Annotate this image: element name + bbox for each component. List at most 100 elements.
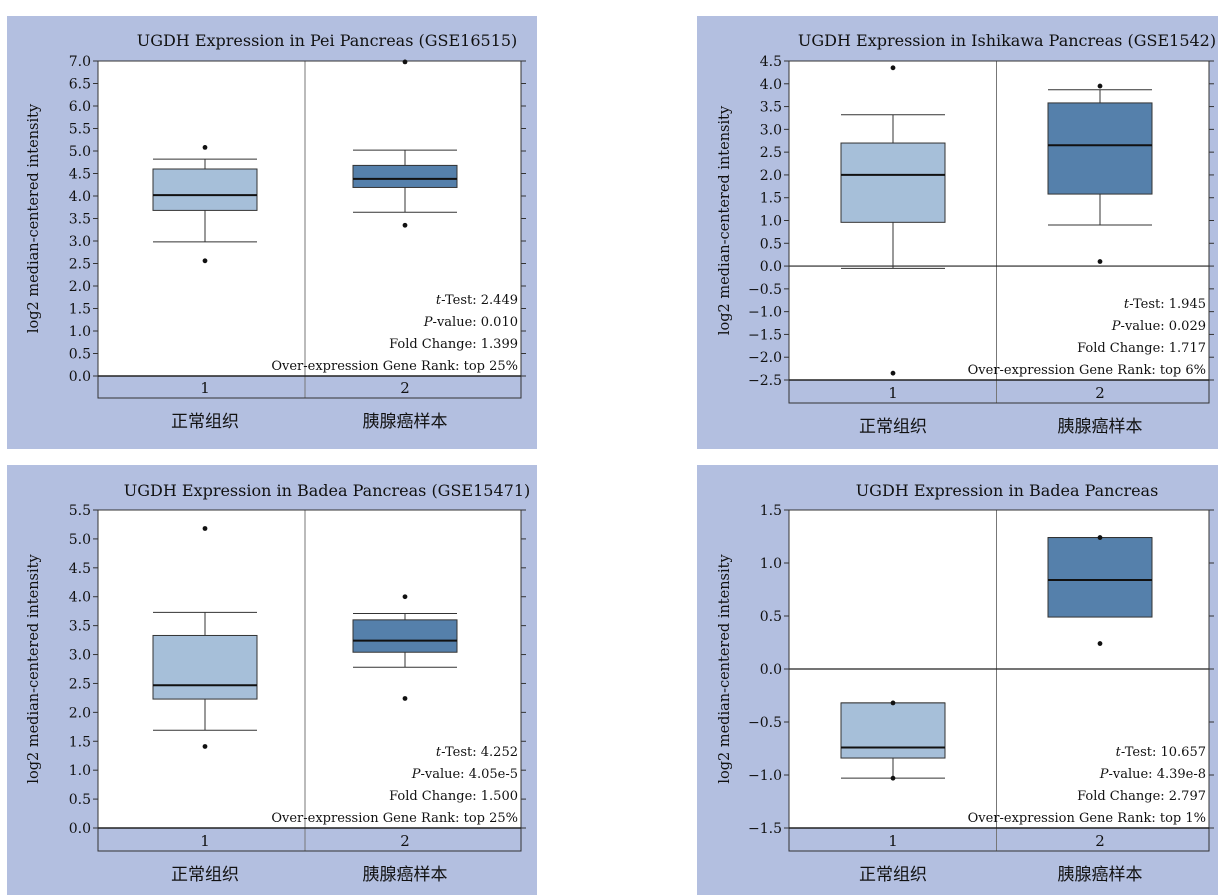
box-2 [1047,535,1153,646]
stat-t-test: t-Test: 2.449 [436,293,518,308]
box-1 [840,65,946,376]
y-tick-label: 1.5 [760,503,782,519]
outlier-point [202,526,208,531]
y-tick-label: 1.0 [760,214,782,230]
chart-svg: −2.5 −2.0 −1.5 −1.0 −0.5 0.0 0.5 1.0 1.5 2.0 2.5 3.… [717,31,1216,437]
y-tick-label: 4.5 [69,167,91,183]
stat-fold-change: Fold Change: 1.717 [1077,341,1206,356]
y-tick-label: 7.0 [69,54,91,70]
y-tick-label: 4.5 [69,561,91,577]
outlier-point [402,594,408,600]
y-tick-label: 3.5 [69,212,91,228]
box-2 [352,59,458,228]
y-axis-label: log2 median-centered intensity [26,103,42,333]
y-tick-label: −1.0 [748,768,782,784]
y-tick-label: 0.5 [69,347,91,363]
outlier-point [1097,83,1103,89]
outlier-point [202,744,208,749]
y-tick-label: 1.5 [760,191,782,207]
group-number: 2 [1095,832,1105,850]
y-tick-label: 3.5 [69,619,91,635]
stat-fold-change: Fold Change: 2.797 [1077,789,1206,804]
plot-area [98,61,521,398]
category-label: 胰腺癌样本 [1058,417,1143,437]
y-tick-label: 0.0 [760,259,782,275]
chart-panel-badea: −1.5 −1.0 −0.5 0.0 0.5 1.0 1.5 UGDH Expression … [697,465,1218,895]
chart-panel-pei: 0.0 0.5 1.0 1.5 2.0 2.5 3.0 3.5 4.0 4.5 5.0 5.5 6.0 6… [7,16,537,449]
y-tick-label: 1.5 [69,734,91,750]
chart-svg: 0.0 0.5 1.0 1.5 2.0 2.5 3.0 3.5 4.0 4.5 5.0 5.5 6.0 6… [26,31,526,432]
box-2 [1047,83,1153,264]
category-band [98,376,521,398]
y-tick-label: 0.0 [760,662,782,678]
group-number: 1 [888,384,898,402]
stat-p-value: P-value: 4.39e-8 [1099,767,1206,782]
y-tick-label: 4.0 [69,189,91,205]
y-tick-label: 3.5 [760,100,782,116]
y-tick-label: 6.5 [69,77,91,93]
stat-gene-rank: Over-expression Gene Rank: top 1% [968,811,1206,826]
plot-frame [788,509,1210,852]
stat-p-value: P-value: 0.010 [423,315,518,330]
y-tick-label: 1.0 [760,556,782,572]
group-number: 2 [400,832,410,850]
outlier-point [402,222,408,228]
box-iqr [152,168,258,211]
y-tick-label: −0.5 [748,282,782,298]
box-iqr [840,702,946,759]
y-tick-label: 4.0 [760,77,782,93]
outlier-point [202,145,208,150]
category-label: 胰腺癌样本 [363,412,448,432]
chart-title: UGDH Expression in Pei Pancreas (GSE1651… [137,31,518,50]
y-tick-label: 6.0 [69,99,91,115]
box-iqr [840,142,946,223]
outlier-point [1097,259,1103,264]
y-axis-label: log2 median-centered intensity [717,554,733,784]
stat-gene-rank: Over-expression Gene Rank: top 25% [271,359,518,374]
chart-svg: −1.5 −1.0 −0.5 0.0 0.5 1.0 1.5 UGDH Expression … [717,481,1214,885]
box-1 [152,526,258,749]
category-label: 正常组织 [859,417,927,437]
box-iqr [352,164,458,188]
stat-p-value: P-value: 0.029 [1111,319,1206,334]
y-tick-label: −1.5 [748,327,782,343]
y-tick-label: 5.0 [69,532,91,548]
y-tick-label: −1.0 [748,305,782,321]
y-tick-label: 2.5 [760,145,782,161]
category-label: 正常组织 [171,865,239,885]
category-label: 胰腺癌样本 [363,865,448,885]
box-iqr [1047,102,1153,195]
stat-p-value: P-value: 4.05e-5 [411,767,518,782]
box-1 [840,700,946,781]
outlier-point [1097,641,1103,646]
category-band [789,380,1209,403]
chart-svg: 0.0 0.5 1.0 1.5 2.0 2.5 3.0 3.5 4.0 4.5 5.0 5.5 UGDH… [26,481,530,885]
outlier-point [1097,535,1103,540]
box-2 [352,594,458,701]
y-axis-label: log2 median-centered intensity [717,105,733,335]
y-tick-label: −2.5 [748,373,782,389]
group-number: 2 [1095,384,1105,402]
y-tick-label: 0.5 [760,236,782,252]
plot-frame [97,60,522,399]
chart-panel-badea-gse15471: 0.0 0.5 1.0 1.5 2.0 2.5 3.0 3.5 4.0 4.5 5.0 5.5 UGDH… [7,465,537,895]
y-tick-label: −0.5 [748,715,782,731]
box-iqr [152,634,258,700]
plot-frame [788,60,1210,404]
group-number: 1 [200,832,210,850]
y-tick-label: 2.0 [69,705,91,721]
category-label: 胰腺癌样本 [1058,865,1143,885]
y-tick-label: 3.0 [69,234,91,250]
box-iqr [1047,537,1153,618]
category-label: 正常组织 [859,865,927,885]
category-band [789,828,1209,851]
stat-t-test: t-Test: 1.945 [1124,297,1206,312]
stat-fold-change: Fold Change: 1.500 [389,789,518,804]
chart-title: UGDH Expression in Badea Pancreas [856,481,1159,500]
category-band [98,828,521,851]
y-tick-label: 0.5 [760,609,782,625]
y-axis-label: log2 median-centered intensity [26,554,42,784]
outlier-point [202,258,208,264]
outlier-point [890,370,896,376]
group-number: 1 [200,379,210,397]
